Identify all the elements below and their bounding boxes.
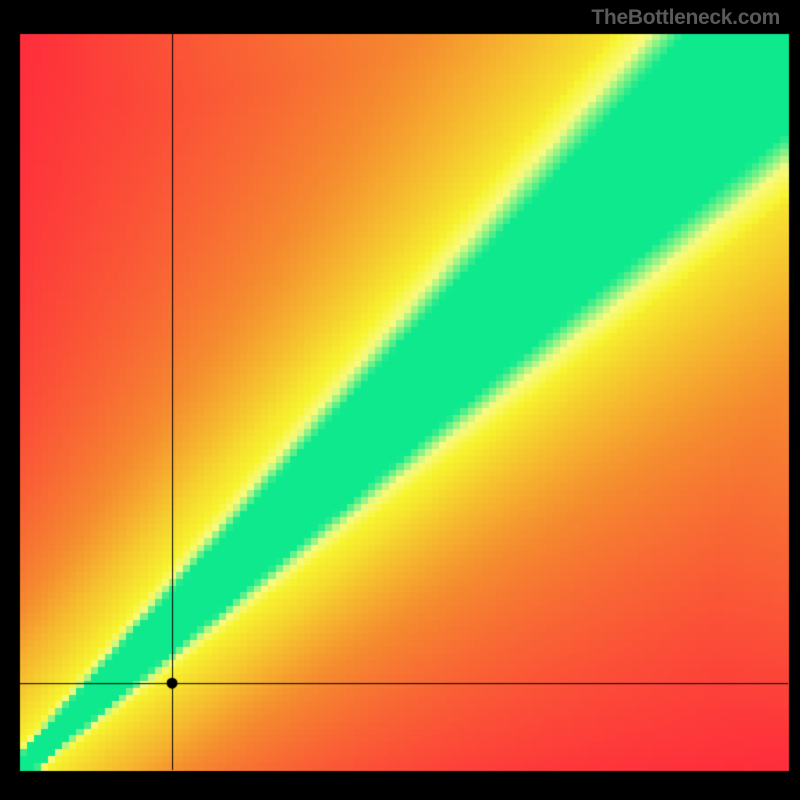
chart-container: TheBottleneck.com [0, 0, 800, 800]
watermark-text: TheBottleneck.com [591, 6, 780, 30]
heatmap-canvas [0, 0, 800, 800]
